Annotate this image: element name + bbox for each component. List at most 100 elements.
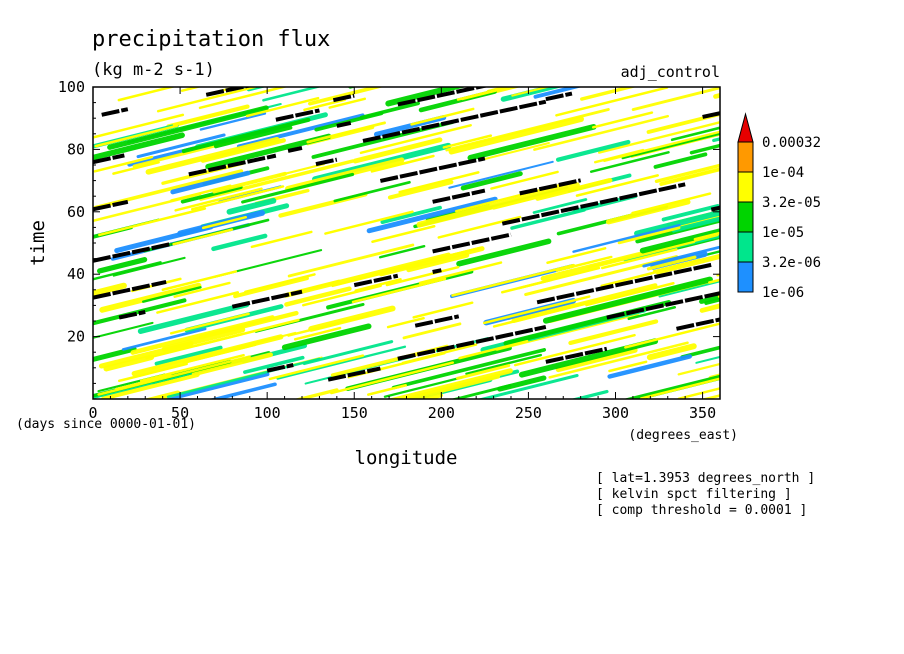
field-streak (333, 180, 411, 203)
field-streak (460, 171, 523, 191)
field-streak-high (624, 322, 720, 349)
field-streak (107, 105, 269, 150)
field-streak (143, 390, 181, 399)
colorbar-label: 1e-05 (762, 225, 804, 241)
field-streak (617, 226, 681, 245)
field-streak (366, 196, 498, 234)
field-streak-high (139, 353, 245, 383)
colorbar-label: 1e-06 (762, 285, 804, 301)
field-streak-high (600, 265, 681, 288)
threshold-segment (93, 199, 129, 212)
field-streak (477, 373, 579, 399)
field-streak-high (268, 354, 365, 381)
field-streak-high (173, 281, 231, 298)
x-tick-label: 200 (428, 404, 455, 422)
field-streak-high (302, 284, 382, 307)
field-streak (402, 322, 462, 340)
field-streak (542, 276, 713, 324)
field-streak (570, 389, 609, 399)
field-streak (99, 282, 202, 313)
annotation-threshold: [ comp threshold = 0.0001 ] (596, 503, 807, 518)
x-tick-label: 150 (341, 404, 368, 422)
y-axis-label: time (27, 220, 49, 266)
field-streak-high (451, 263, 575, 297)
field-streak (714, 388, 808, 412)
field-streak (121, 327, 207, 351)
field-streak-high (328, 97, 367, 109)
field-streak (621, 132, 720, 160)
field-streak (555, 347, 638, 373)
field-streak (230, 60, 327, 84)
field-streak-high (182, 343, 257, 364)
threshold-segment (606, 291, 720, 320)
threshold-segment (676, 317, 720, 331)
y-tick-label: 80 (67, 140, 85, 158)
threshold-segment (432, 188, 486, 204)
field-streak (233, 276, 309, 299)
field-streak (677, 362, 720, 376)
field-streak (211, 233, 268, 252)
field-streak (348, 87, 358, 89)
field-streak (723, 399, 778, 413)
field-streak-high (94, 124, 179, 148)
field-streak (639, 228, 720, 254)
field-streak (683, 250, 720, 262)
field-streak-high (117, 87, 177, 102)
field-streak-high (201, 215, 248, 230)
field-streak (631, 87, 720, 111)
field-streak-high (501, 278, 553, 294)
colorbar-label: 3.2e-05 (762, 195, 821, 211)
field-streak (456, 364, 511, 380)
threshold-segment (432, 232, 512, 254)
threshold-segment (414, 314, 460, 328)
field-streak (93, 346, 137, 363)
field-streak (654, 163, 720, 184)
field-streak-high (370, 154, 435, 173)
threshold-segment (432, 268, 442, 274)
field-streak (510, 208, 586, 230)
field-streak-high (293, 326, 342, 341)
field-streak-high (492, 299, 599, 328)
field-streak (597, 121, 720, 154)
field-streak (306, 121, 386, 144)
field-streak (465, 353, 543, 375)
threshold-segment (336, 120, 352, 128)
field-streak-high (156, 87, 257, 113)
field-streak (417, 393, 444, 399)
field-streak-high (112, 161, 160, 175)
field-streak (406, 252, 470, 273)
threshold-segment (362, 99, 547, 143)
field-streak-high (93, 155, 154, 173)
field-streak-high (600, 248, 678, 270)
threshold-segment (287, 145, 303, 153)
field-streak (97, 257, 148, 274)
colorbar-swatch (737, 171, 754, 203)
x-tick-label: 50 (171, 404, 189, 422)
field-streak-high (367, 384, 407, 396)
dataset-label: adj_control (621, 63, 720, 81)
field-streak-high (156, 291, 240, 314)
field-streak-high (456, 87, 514, 101)
field-streak (242, 87, 257, 91)
field-streak (646, 112, 720, 134)
field-streak (646, 255, 697, 271)
x-tick-label: 300 (602, 404, 629, 422)
field-streak (627, 305, 677, 321)
field-streak (226, 197, 277, 215)
field-streak (450, 384, 512, 399)
field-streak (281, 323, 372, 351)
field-streak (380, 205, 442, 225)
field-streak-high (115, 374, 172, 391)
field-streak-high (693, 231, 720, 241)
threshold-segment (710, 205, 720, 212)
annotation-lat: [ lat=1.3953 degrees_north ] (596, 471, 815, 486)
field-streak-high (677, 387, 720, 399)
field-streak (555, 139, 631, 162)
field-streak (580, 87, 637, 101)
field-streak (593, 148, 645, 164)
field-streak (112, 256, 186, 277)
threshold-segment (327, 366, 381, 382)
field-streak (605, 199, 691, 225)
field-streak-high (546, 247, 607, 264)
field-streak-high (410, 107, 475, 126)
